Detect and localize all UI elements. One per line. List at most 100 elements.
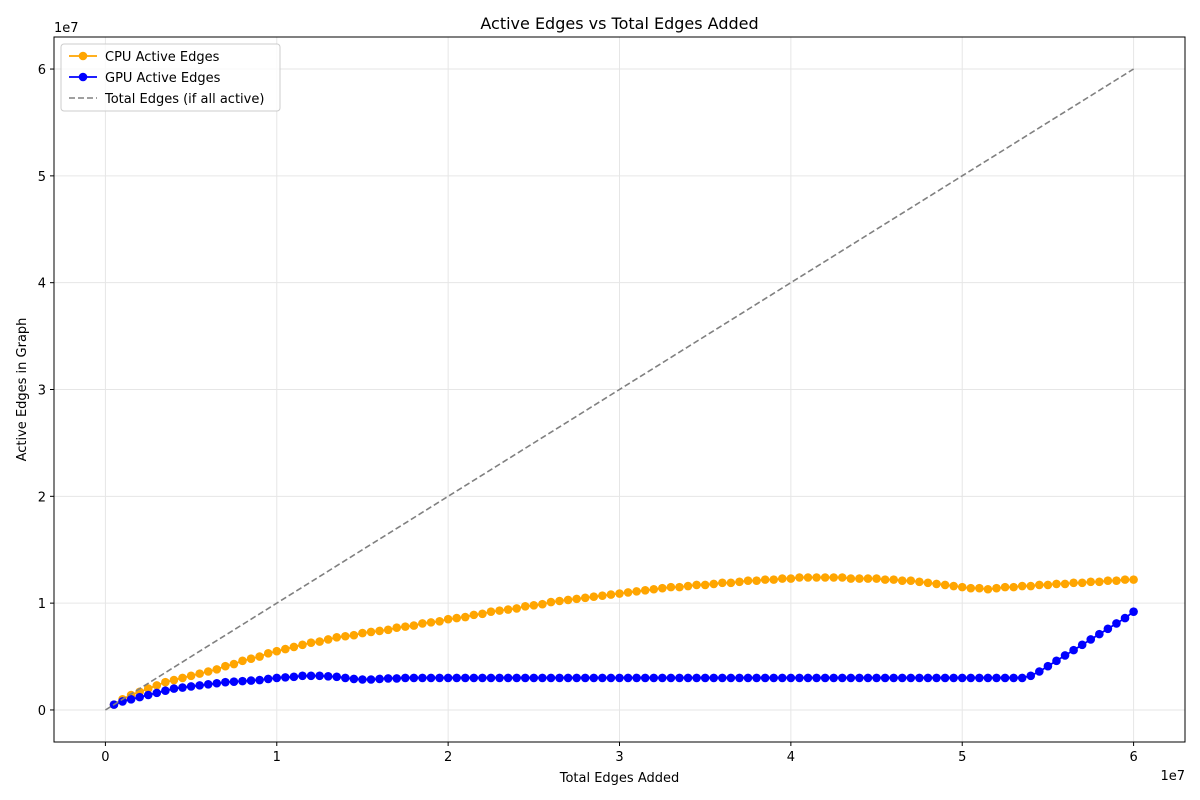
data-point (400, 673, 410, 683)
data-point (640, 673, 650, 683)
data-point (1077, 578, 1087, 588)
data-point (949, 673, 958, 683)
data-point (915, 577, 924, 587)
data-point (752, 673, 761, 683)
data-point (495, 673, 504, 683)
data-point (846, 574, 856, 583)
data-point (975, 583, 984, 593)
data-point (1052, 579, 1061, 589)
data-point (606, 590, 616, 599)
data-point (598, 591, 607, 600)
data-point (452, 613, 462, 623)
data-point (975, 673, 984, 683)
data-point (812, 573, 821, 582)
data-point (906, 673, 916, 683)
data-point (718, 673, 727, 683)
data-point (546, 597, 556, 607)
data-point (1060, 651, 1070, 660)
data-point (863, 673, 873, 683)
data-point (1026, 671, 1036, 681)
data-point (203, 667, 213, 676)
x-tick-label: 2 (444, 750, 452, 765)
data-point (700, 673, 710, 683)
data-point (718, 578, 727, 588)
data-point (872, 673, 881, 683)
data-point (358, 675, 367, 684)
data-point (786, 574, 796, 583)
data-point (820, 573, 830, 582)
data-point (640, 586, 650, 595)
data-point (229, 659, 239, 669)
legend-frame (60, 43, 281, 112)
data-point (1086, 635, 1096, 644)
data-point (880, 673, 890, 683)
data-point (246, 654, 256, 663)
data-point (803, 573, 813, 582)
data-point (383, 625, 393, 635)
x-tick-label: 1 (273, 750, 281, 765)
data-point (915, 673, 924, 683)
data-point (341, 673, 350, 683)
data-point (203, 680, 213, 689)
data-point (692, 673, 701, 683)
data-point (795, 673, 804, 683)
data-point (623, 673, 633, 683)
data-point (940, 673, 950, 683)
x-axis-label: Total Edges Added (559, 771, 680, 786)
data-point (709, 579, 719, 589)
data-point (649, 673, 659, 683)
data-point (478, 609, 487, 619)
data-point (658, 583, 667, 593)
data-point (632, 673, 641, 683)
data-point (520, 673, 530, 683)
data-point (777, 574, 787, 583)
ticks: 0 1 2 3 4 5 6 0 1 2 3 4 5 6 (38, 63, 1138, 765)
data-point (289, 672, 299, 682)
data-point (940, 580, 950, 590)
data-point (289, 642, 299, 652)
x-axis-multiplier: 1e7 (1160, 769, 1185, 784)
data-point (880, 575, 890, 584)
data-point (957, 673, 967, 683)
data-point (392, 674, 402, 683)
data-point (375, 674, 384, 684)
data-point (341, 631, 350, 641)
data-point (178, 683, 187, 692)
legend-marker (78, 51, 88, 61)
data-point (1069, 645, 1078, 655)
data-point (349, 630, 359, 640)
data-point (349, 674, 359, 684)
data-point (1017, 581, 1027, 591)
data-point (855, 574, 864, 583)
data-point (709, 673, 719, 683)
data-point (195, 669, 204, 678)
legend-label: GPU Active Edges (105, 71, 221, 86)
y-axis-label: Active Edges in Graph (15, 318, 30, 462)
data-point (555, 673, 564, 683)
data-point (1052, 656, 1061, 666)
data-point (281, 644, 290, 654)
data-point (555, 596, 564, 606)
data-point (666, 673, 676, 683)
data-point (658, 673, 667, 683)
data-point (1086, 577, 1096, 587)
data-point (735, 577, 744, 587)
data-point (872, 574, 881, 583)
data-point (683, 673, 693, 683)
data-point (735, 673, 744, 683)
data-point (1069, 578, 1078, 588)
data-point (1129, 575, 1138, 584)
data-point (760, 673, 770, 683)
data-point (538, 599, 547, 609)
data-point (837, 673, 847, 683)
legend: CPU Active Edges GPU Active Edges Total Ed… (60, 43, 281, 112)
data-point (837, 573, 847, 582)
data-point (606, 673, 616, 683)
data-point (906, 576, 916, 586)
data-point (152, 681, 162, 690)
data-point (323, 672, 333, 681)
data-point (255, 675, 264, 685)
data-point (623, 588, 633, 597)
data-point (212, 678, 222, 688)
legend-label: CPU Active Edges (105, 50, 220, 65)
